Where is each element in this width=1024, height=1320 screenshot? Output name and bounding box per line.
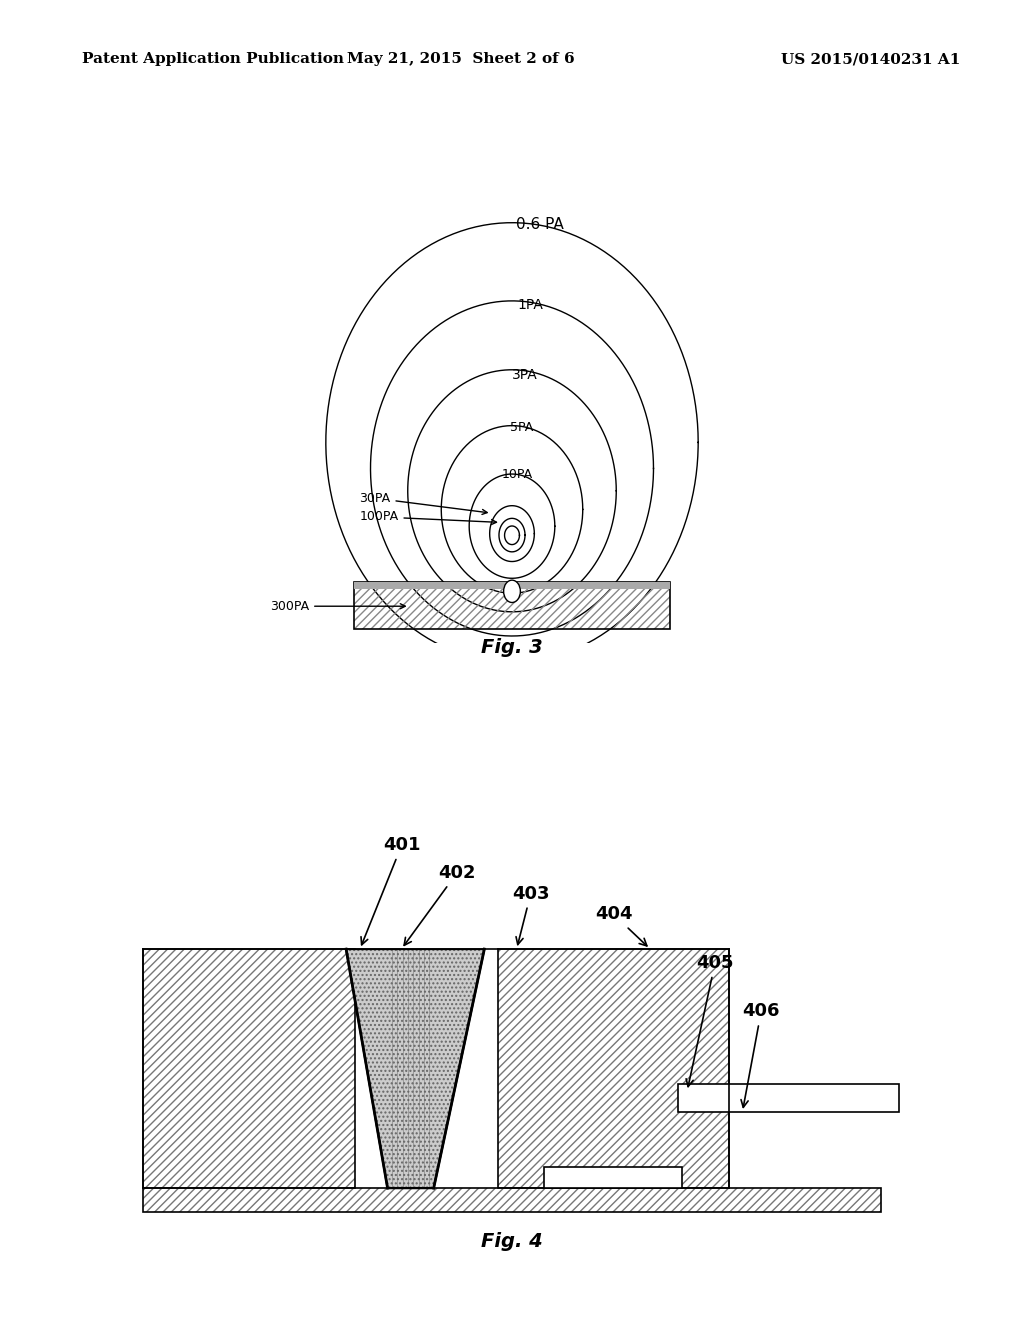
Bar [143, 1188, 881, 1212]
Text: US 2015/0140231 A1: US 2015/0140231 A1 [780, 53, 961, 66]
Text: 406: 406 [741, 1002, 780, 1107]
Text: 100PA: 100PA [359, 511, 497, 524]
Text: Fig. 4: Fig. 4 [481, 1232, 543, 1250]
Text: 3PA: 3PA [512, 368, 538, 383]
Bar [678, 1084, 899, 1111]
Bar [353, 582, 671, 628]
Polygon shape [346, 949, 484, 1188]
Bar [143, 1188, 881, 1212]
Text: 30PA: 30PA [359, 492, 487, 515]
Text: May 21, 2015  Sheet 2 of 6: May 21, 2015 Sheet 2 of 6 [347, 53, 574, 66]
Bar [353, 582, 671, 628]
Text: 10PA: 10PA [502, 467, 534, 480]
Text: 300PA: 300PA [270, 599, 406, 612]
Bar [545, 1167, 683, 1188]
Text: Fig. 3: Fig. 3 [481, 638, 543, 656]
Ellipse shape [504, 581, 520, 602]
Bar [545, 1167, 683, 1188]
Text: Patent Application Publication: Patent Application Publication [82, 53, 344, 66]
Bar [143, 949, 355, 1188]
Text: 403: 403 [512, 884, 550, 945]
Text: 5PA: 5PA [510, 421, 532, 434]
Bar [143, 949, 355, 1188]
Text: 405: 405 [686, 954, 734, 1086]
Text: 1PA: 1PA [518, 297, 544, 312]
Bar [498, 949, 729, 1188]
Bar [498, 949, 729, 1188]
Text: 402: 402 [404, 863, 476, 945]
Bar [353, 582, 671, 590]
Text: 404: 404 [595, 906, 647, 946]
Text: 401: 401 [361, 836, 421, 945]
Text: 0.6 PA: 0.6 PA [516, 216, 564, 232]
